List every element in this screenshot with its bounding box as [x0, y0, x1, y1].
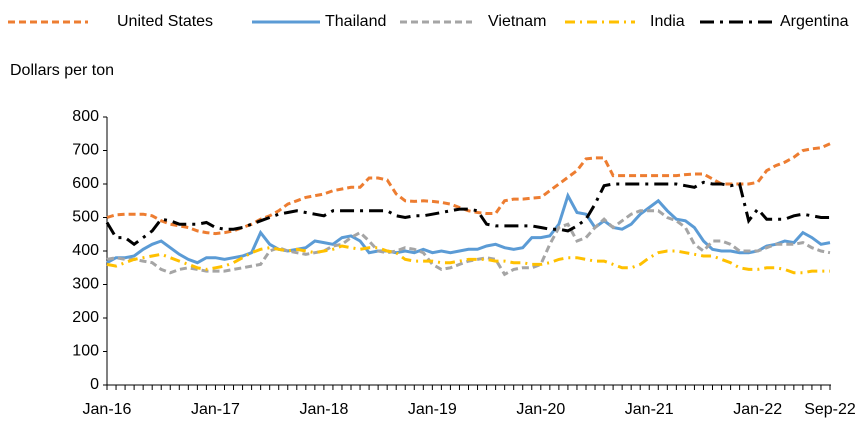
y-tick-label: 400 [72, 242, 99, 259]
x-tick-label: Jan-22 [733, 401, 782, 418]
x-tick-label: Jan-20 [516, 401, 565, 418]
legend-label: India [650, 13, 685, 30]
x-tick-label: Jan-21 [625, 401, 674, 418]
legend-label: Vietnam [488, 13, 546, 30]
y-tick-label: 500 [72, 209, 99, 226]
y-tick-label: 100 [72, 343, 99, 360]
x-tick-label: Jan-18 [299, 401, 348, 418]
x-tick-label: Jan-17 [191, 401, 240, 418]
y-tick-label: 200 [72, 309, 99, 326]
x-tick-label: Sep-22 [804, 401, 856, 418]
y-tick-label: 300 [72, 276, 99, 293]
series-line [106, 244, 830, 275]
y-tick-label: 800 [72, 108, 99, 125]
series-line [106, 191, 831, 265]
x-tick-label: Jan-19 [408, 401, 457, 418]
x-tick-label: Jan-16 [83, 401, 132, 418]
y-axis-title: Dollars per ton [10, 62, 114, 79]
legend-label: Argentina [780, 13, 849, 30]
y-tick-label: 700 [72, 142, 99, 159]
legend-label: Thailand [325, 13, 386, 30]
y-tick-label: 0 [90, 376, 99, 393]
legend-label: United States [117, 13, 213, 30]
series-line [106, 142, 831, 236]
y-tick-label: 600 [72, 175, 99, 192]
series-line [106, 209, 831, 277]
